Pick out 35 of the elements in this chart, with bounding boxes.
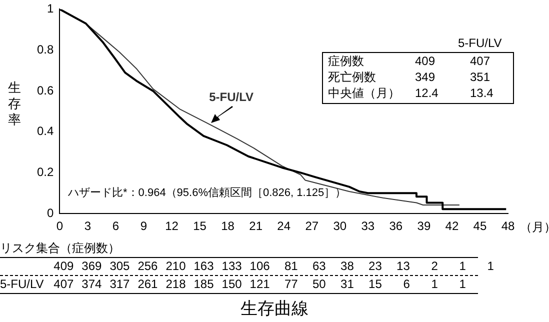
text: 症例数 409 407 [328, 54, 490, 68]
y-tick-label: 0.4 [36, 124, 54, 138]
x-tick-label: 48 [501, 219, 515, 234]
x-tick-label: 12 [165, 219, 179, 234]
x-tick-label: 3 [84, 219, 92, 234]
y-tick-label: 0 [46, 206, 54, 220]
x-tick-label: 15 [193, 219, 207, 234]
x-tick-label: 24 [277, 219, 291, 234]
x-tick-label: 21 [249, 219, 263, 234]
x-tick-label: 9 [140, 219, 148, 234]
y-tick-label: 0.8 [36, 42, 54, 56]
x-tick-label: 33 [361, 219, 375, 234]
x-tick-label: 6 [112, 219, 120, 234]
annotation: 5-FU/LV [209, 90, 254, 104]
y-tick-label: 0.2 [36, 165, 54, 180]
x-tick-label: 30 [333, 219, 347, 234]
text: リスク集合（症例数） [0, 241, 120, 255]
text: 5-FU/LV 407 374 317 261 218 185 150 121 77 50 31 15 6 1 1 [0, 277, 466, 291]
text: 生存曲線 [240, 299, 310, 319]
x-tick-label: 45 [473, 219, 487, 234]
text: 中央値（月） 12.4 13.4 [328, 86, 494, 100]
y-tick-label: 1 [46, 2, 54, 16]
y-axis-title: 生存率 [8, 80, 22, 128]
x-tick-label: 42 [445, 219, 459, 234]
x-tick-label: 36 [389, 219, 403, 234]
text: 409 369 305 256 210 163 133 106 81 63 38 23 13 2 1 1 [54, 259, 494, 273]
x-tick-label: 27 [305, 219, 319, 234]
x-axis-title: （月） [520, 220, 549, 234]
x-tick-label: 18 [221, 219, 235, 234]
x-tick-label: 0 [56, 219, 64, 234]
annotation: ハザード比*：0.964（95.6%信頼区間［0.826, 1.125］） [68, 186, 346, 200]
x-tick-label: 39 [417, 219, 431, 234]
text: 死亡例数 349 351 [328, 70, 490, 84]
y-tick-label: 0.6 [36, 83, 54, 98]
text: 5-FU/LV [458, 36, 502, 50]
